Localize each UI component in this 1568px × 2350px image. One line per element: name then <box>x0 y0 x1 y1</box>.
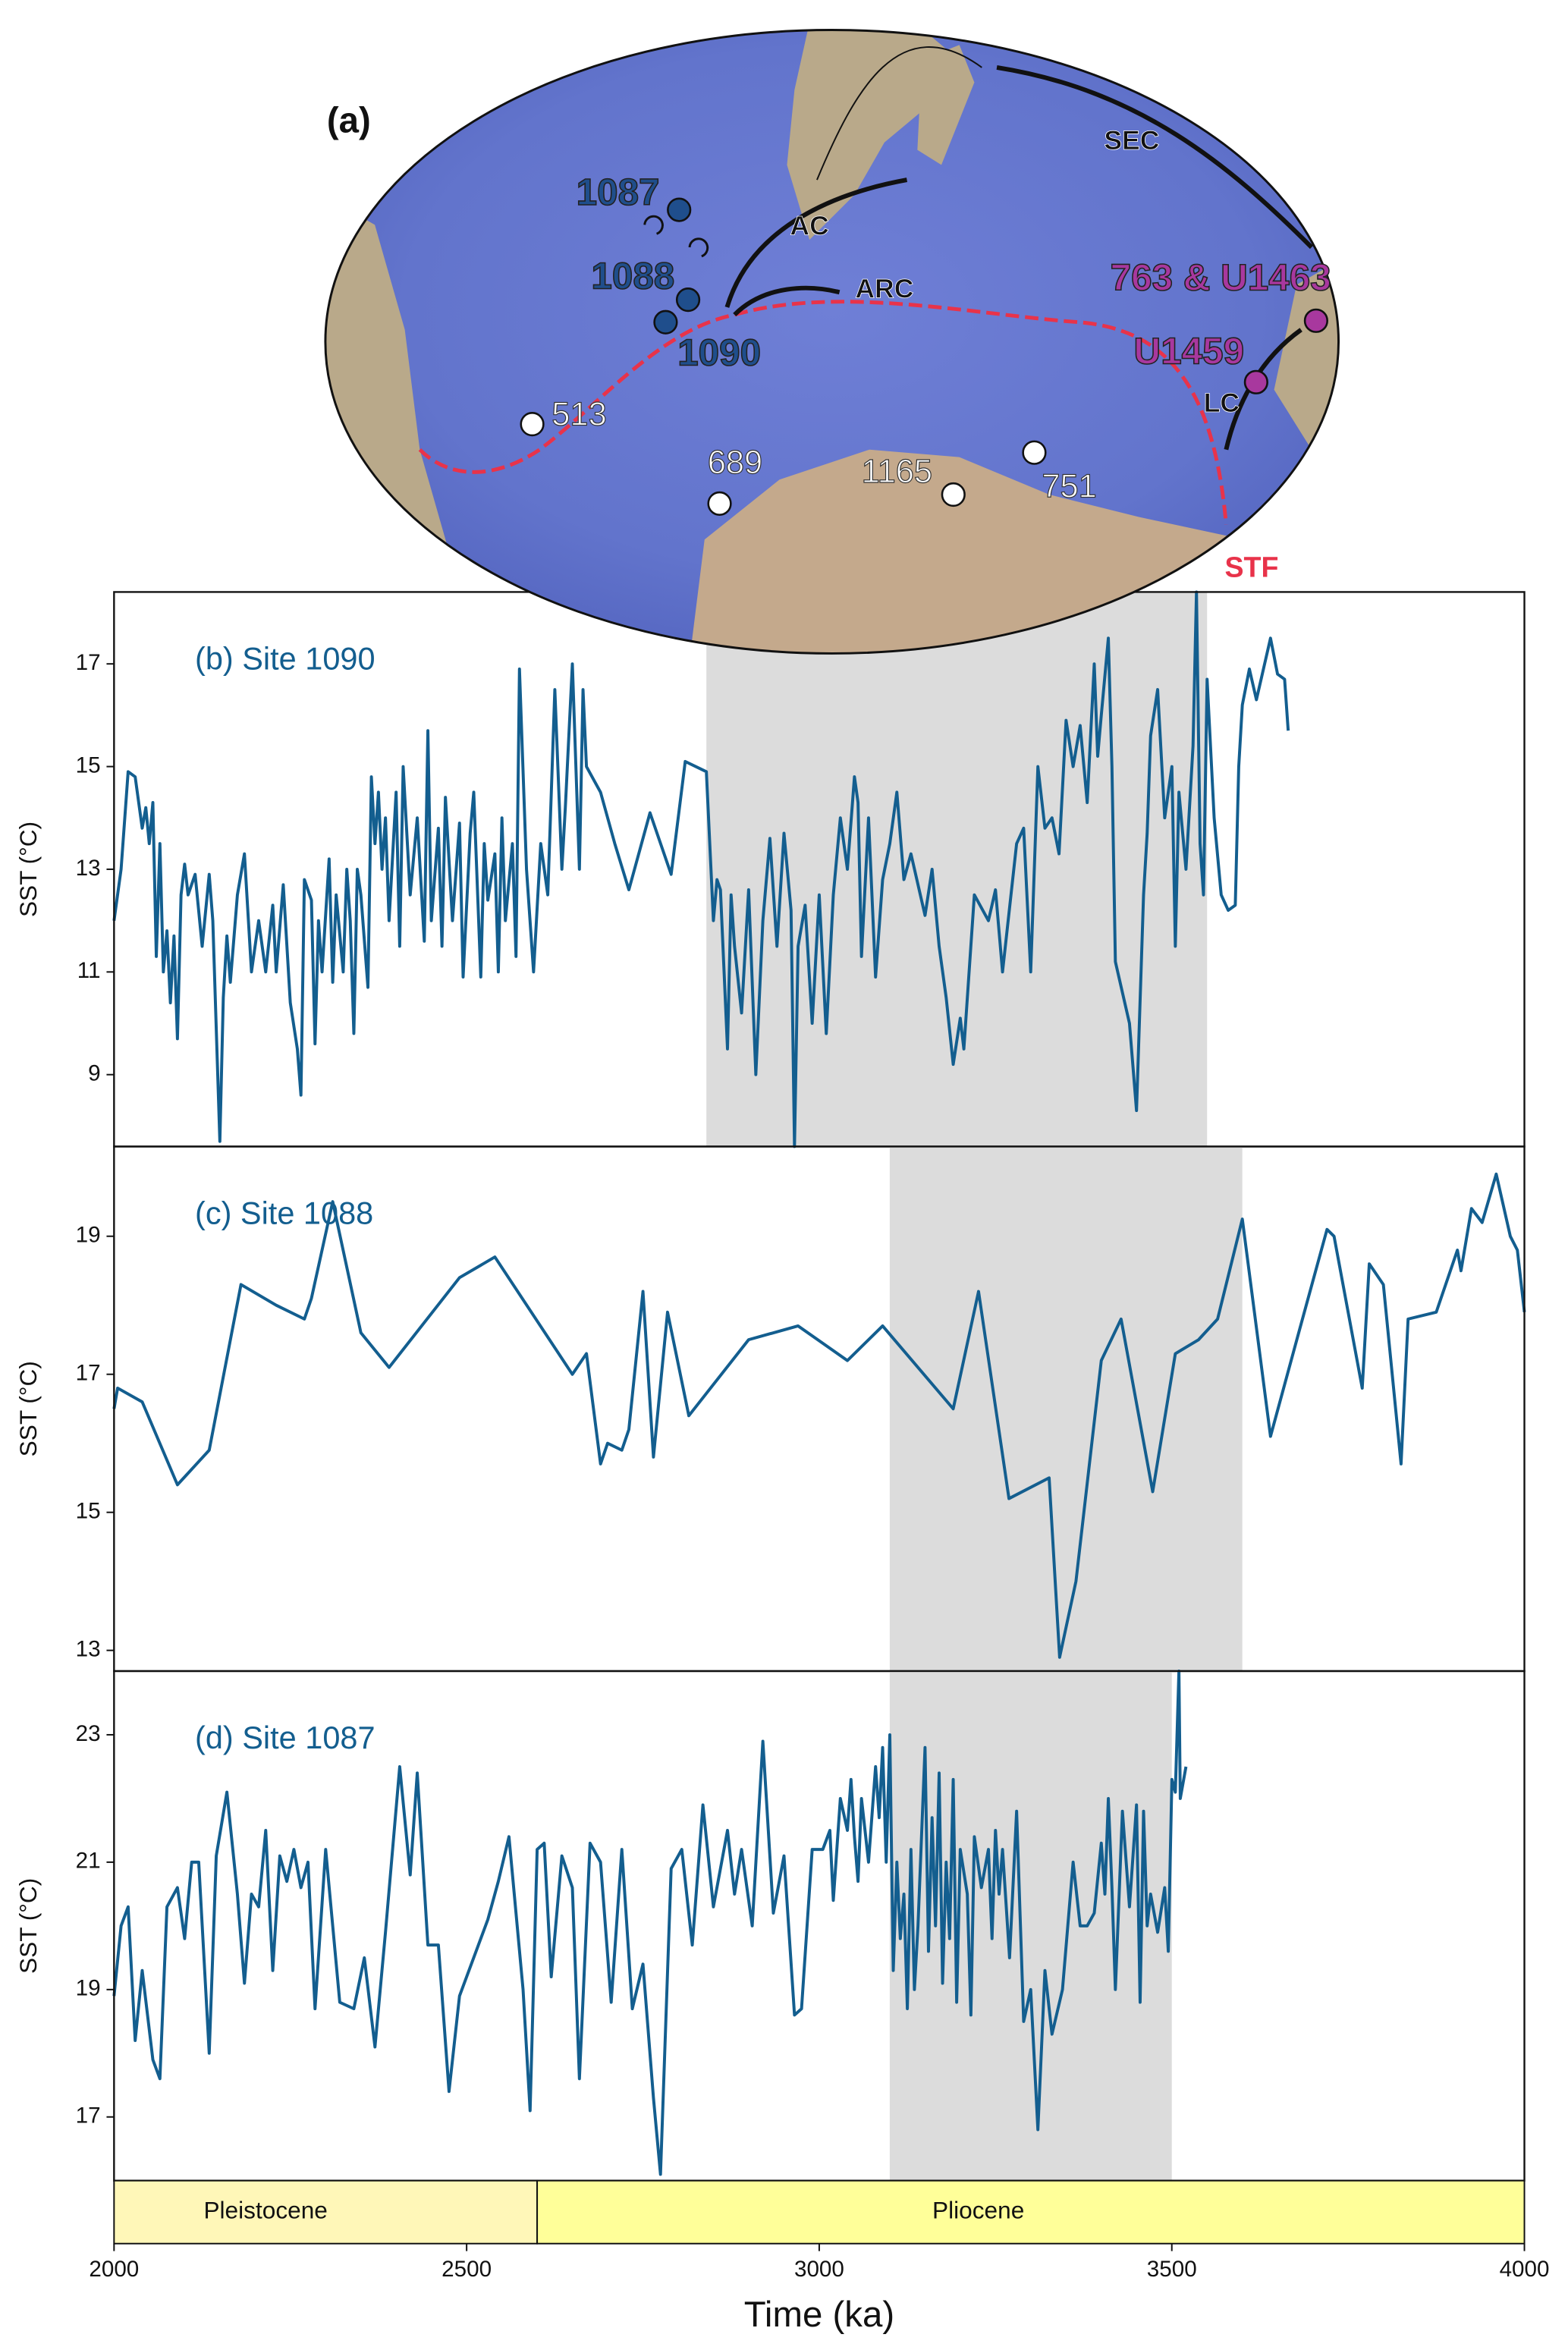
y-tick-label: 23 <box>76 1721 101 1746</box>
current-label: LC <box>1204 388 1240 418</box>
site-label: U1459 <box>1134 330 1245 372</box>
sst-line <box>112 1670 1188 2176</box>
y-tick-label: 11 <box>77 958 101 983</box>
x-tick-label: 3000 <box>794 2257 844 2282</box>
site-label: 513 <box>551 397 607 433</box>
sst-line <box>112 590 1290 1148</box>
y-tick-label: 17 <box>76 650 101 675</box>
y-tick-label: 19 <box>76 1976 101 2001</box>
site-dot <box>707 491 732 516</box>
site-label: 1087 <box>577 171 660 213</box>
site-label: 1165 <box>862 454 932 490</box>
panel-label: (d) Site 1087 <box>195 1720 376 1755</box>
y-tick-label: 15 <box>76 1499 101 1524</box>
site-dot <box>941 482 966 507</box>
y-tick-label: 15 <box>76 752 101 778</box>
sec-arrow <box>996 64 1314 250</box>
shaded-interval <box>706 592 1208 1147</box>
site-dot <box>1303 308 1328 333</box>
x-tick-label: 4000 <box>1500 2257 1550 2282</box>
y-tick-label: 17 <box>76 1361 101 1386</box>
y-tick-label: 9 <box>88 1061 100 1086</box>
site-dot <box>675 287 701 313</box>
x-tick-label: 3500 <box>1147 2257 1197 2282</box>
front-label: STF <box>1225 551 1279 583</box>
ocean <box>325 30 1339 654</box>
sec-branch <box>816 46 982 181</box>
site-dot <box>1022 440 1047 465</box>
y-axis-label: SST (°C) <box>14 822 42 917</box>
site-label: 763 & U1463 <box>1111 257 1331 299</box>
epoch-band <box>536 2179 1526 2245</box>
site-label: 1088 <box>591 256 674 297</box>
panel-label: (b) Site 1090 <box>195 640 376 676</box>
current-label: AC <box>790 211 828 241</box>
current-arrows <box>643 46 1314 451</box>
shaded-interval <box>889 1670 1172 2181</box>
panel-label: (a) <box>327 101 371 141</box>
globe-outline <box>324 29 1340 655</box>
site-dot <box>667 197 692 222</box>
x-axis-label: Time (ka) <box>744 2295 894 2335</box>
current-label: SEC <box>1104 125 1159 156</box>
charts: 9 11 13 15 17 SST (°C) (b) Site 1090 13 15 17 19 SS… <box>14 590 1550 2335</box>
ac-arrow <box>724 178 908 308</box>
sst-line <box>112 1172 1526 1659</box>
epoch-label: Pleistocene <box>203 2197 327 2224</box>
site-dot <box>520 412 545 437</box>
site-dot <box>653 309 678 335</box>
site-label: 751 <box>1042 469 1097 505</box>
y-tick-label: 17 <box>76 2103 101 2129</box>
eddies <box>643 215 709 258</box>
epoch-band <box>113 2179 539 2245</box>
arc-arrow <box>733 285 841 317</box>
shaded-interval <box>889 1146 1243 1671</box>
y-axis-label: SST (°C) <box>14 1878 42 1974</box>
madagascar <box>917 45 975 165</box>
site-dot <box>1243 369 1268 394</box>
y-tick-label: 21 <box>76 1849 101 1874</box>
epoch-label: Pliocene <box>932 2197 1024 2224</box>
y-axis-label: SST (°C) <box>14 1361 42 1456</box>
panel-label: (c) Site 1088 <box>195 1195 373 1230</box>
site-label: 1090 <box>677 331 761 373</box>
africa <box>787 30 960 240</box>
site-label: 689 <box>708 445 763 481</box>
x-tick-label: 2500 <box>441 2257 492 2282</box>
front-line <box>418 300 1228 525</box>
y-tick-label: 13 <box>76 1637 101 1662</box>
x-tick-label: 2000 <box>89 2257 139 2282</box>
y-tick-label: 13 <box>76 856 101 881</box>
y-tick-label: 19 <box>76 1223 101 1248</box>
current-label: ARC <box>855 274 913 304</box>
